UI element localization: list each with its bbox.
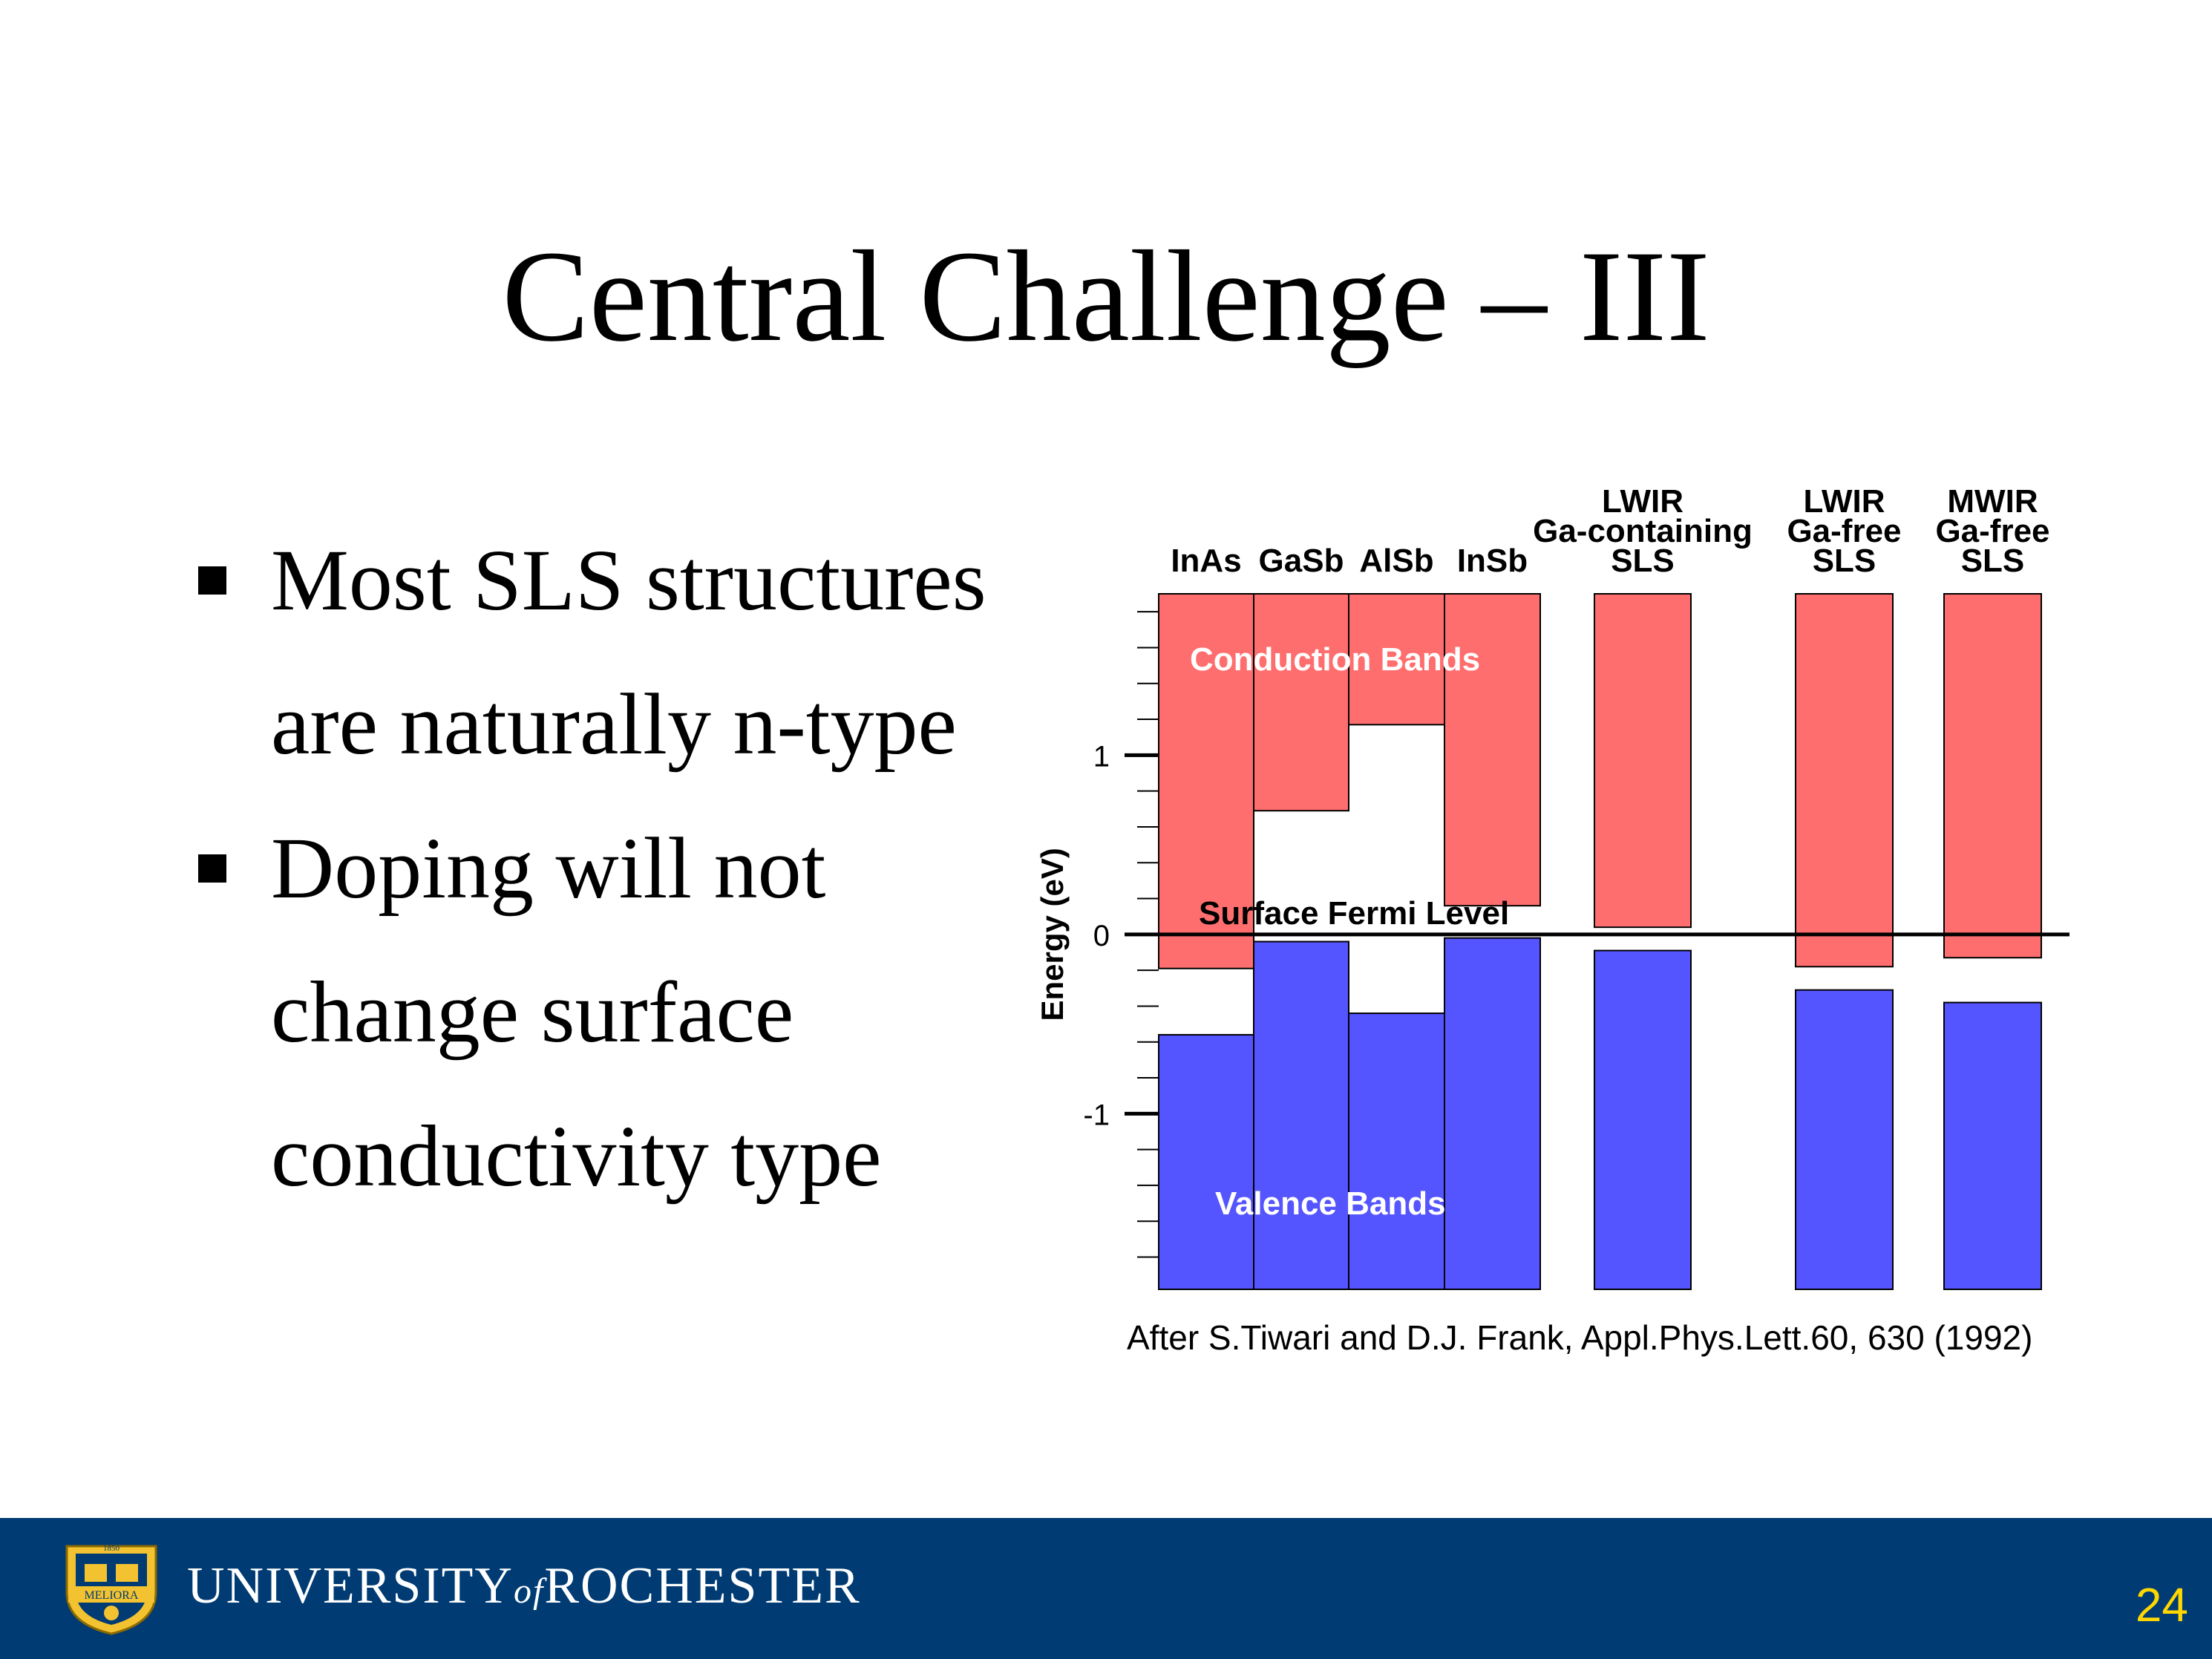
citation: After S.Tiwari and D.J. Frank, Appl.Phys…	[1127, 1318, 2033, 1357]
material-label: SLS	[1611, 543, 1675, 579]
y-tick-label: -1	[1083, 1099, 1110, 1131]
material-label: Ga-free	[1935, 513, 2049, 549]
material-label: SLS	[1961, 543, 2025, 579]
material-label: InAs	[1171, 543, 1241, 579]
conduction-band-bar	[1158, 593, 1254, 969]
conduction-band-bar	[1795, 593, 1894, 968]
footer-bar: MELIORA 1850 UNIVERSITYofROCHESTER 24	[0, 1518, 2212, 1659]
valence-band-bar	[1943, 1001, 2042, 1291]
valence-band-bar	[1444, 937, 1541, 1290]
conduction-bands-label: Conduction Bands	[1190, 641, 1480, 678]
bullet-item: Most SLS structures are naturally n-type	[189, 508, 1095, 796]
valence-band-bar	[1253, 940, 1349, 1290]
conduction-band-bar	[1943, 593, 2042, 959]
slide-title: Central Challenge – III	[502, 224, 1710, 369]
material-label: Ga-containing	[1533, 513, 1753, 549]
bullet-line: are naturally n-type	[271, 675, 957, 773]
valence-band-bar	[1348, 1012, 1445, 1290]
wordmark-rochester: ROCHESTER	[544, 1557, 861, 1614]
bullet-line: conductivity type	[271, 1107, 882, 1205]
y-tick-label: 0	[1093, 920, 1110, 952]
y-axis: 1 0 -1	[1083, 611, 1159, 1258]
y-axis-label: Energy (eV)	[1035, 848, 1070, 1021]
bullet-line: Doping will not	[271, 819, 826, 917]
seal-motto: MELIORA	[85, 1589, 139, 1602]
square-bullet-icon	[198, 566, 226, 595]
conduction-band-bar	[1253, 593, 1349, 812]
bars-layer	[1158, 593, 2042, 1291]
wordmark-university: UNIVERSITY	[187, 1557, 514, 1614]
conduction-band-bar	[1444, 593, 1541, 907]
y-tick-label: 1	[1093, 740, 1110, 773]
material-label: LWIR	[1602, 483, 1683, 520]
valence-band-bar	[1594, 949, 1692, 1290]
valence-band-bar	[1158, 1034, 1254, 1290]
university-seal-icon: MELIORA 1850	[65, 1544, 157, 1635]
conduction-band-bar	[1594, 593, 1692, 929]
bullet-list: Most SLS structures are naturally n-type…	[189, 508, 1095, 1228]
page-number: 24	[2135, 1578, 2188, 1632]
material-label: AlSb	[1359, 543, 1433, 579]
wordmark-of: of	[513, 1571, 545, 1611]
band-diagram-chart: 10-1 InAs GaSb AlSb InSbLWIRGa-containingSL…	[1035, 483, 2069, 1291]
valence-band-bar	[1795, 989, 1894, 1290]
material-label: GaSb	[1259, 543, 1344, 579]
material-label: SLS	[1813, 543, 1876, 579]
labels-layer: InAs GaSb AlSb InSbLWIRGa-containingSLSLWIR…	[1171, 483, 2049, 579]
bullet-line: change surface	[271, 963, 794, 1061]
material-label: MWIR	[1947, 483, 2038, 520]
material-label: InSb	[1457, 543, 1528, 579]
square-bullet-icon	[198, 854, 226, 883]
seal-year: 1850	[103, 1544, 120, 1553]
bullet-line: Most SLS structures	[271, 531, 986, 629]
material-label: LWIR	[1804, 483, 1885, 520]
material-label: Ga-free	[1787, 513, 1901, 549]
university-wordmark: UNIVERSITYofROCHESTER	[187, 1557, 861, 1616]
valence-bands-label: Valence Bands	[1215, 1185, 1446, 1222]
fermi-level-label: Surface Fermi Level	[1199, 895, 1509, 932]
bullet-item: Doping will not change surface conductiv…	[189, 796, 1095, 1228]
